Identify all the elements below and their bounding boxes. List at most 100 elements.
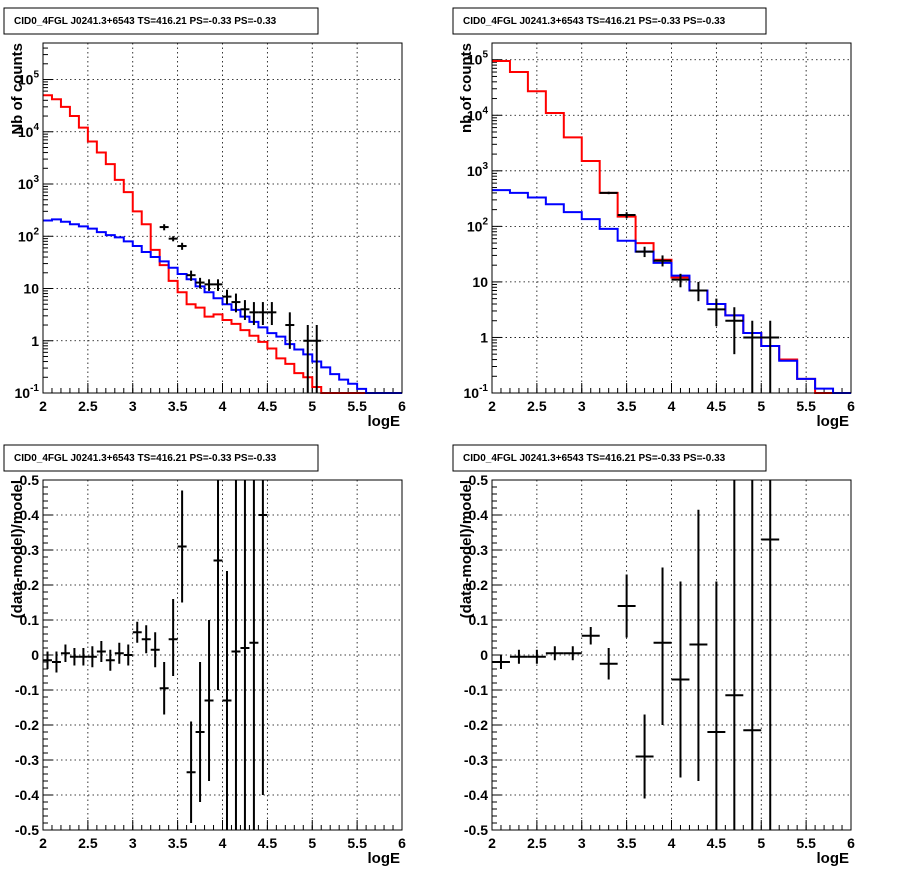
x-axis-label: logE: [368, 413, 401, 430]
data-point: [743, 320, 762, 393]
data-point: [87, 646, 97, 668]
y-tick-label: -0.4: [15, 787, 39, 803]
y-tick-label: 102: [18, 226, 40, 244]
y-tick-label: 10: [23, 281, 39, 297]
data-point: [51, 651, 61, 673]
y-axis-label: nb of counts: [458, 43, 475, 133]
y-tick-label: 0.2: [469, 577, 489, 593]
data-point: [177, 242, 187, 250]
data-point: [617, 574, 636, 638]
data-point: [707, 581, 726, 830]
data-point: [132, 621, 142, 643]
x-tick-label: 5: [308, 398, 316, 414]
x-tick-label: 5.5: [347, 398, 367, 414]
x-tick-label: 5: [757, 835, 765, 851]
x-tick-label: 6: [398, 835, 406, 851]
y-tick-label: -0.5: [15, 822, 39, 838]
data-point: [168, 599, 178, 676]
x-tick-label: 4.5: [258, 835, 278, 851]
x-tick-label: 2.5: [527, 398, 547, 414]
y-tick-label: 103: [18, 174, 40, 192]
x-tick-label: 3.5: [168, 835, 188, 851]
y-tick-label: 0.4: [469, 507, 489, 523]
model-component-series: [492, 189, 851, 394]
data-point: [177, 490, 187, 603]
data-point: [653, 255, 672, 267]
data-point: [599, 191, 618, 195]
plot-frame: [42, 42, 403, 394]
y-tick-label: -0.1: [464, 682, 488, 698]
x-tick-label: 2.5: [527, 835, 547, 851]
data-point: [231, 480, 241, 830]
x-tick-label: 3.5: [617, 398, 637, 414]
y-axis-label: (data-model)/model: [458, 480, 475, 618]
x-tick-label: 6: [847, 835, 855, 851]
x-tick-label: 4: [668, 835, 676, 851]
y-tick-label: 0.1: [20, 612, 40, 628]
data-point: [186, 721, 196, 823]
data-point: [689, 509, 708, 781]
title-box: [3, 7, 319, 35]
y-tick-label: -0.3: [464, 752, 488, 768]
y-tick-label: 0: [480, 647, 488, 663]
plot-frame: [491, 42, 852, 394]
data-point: [312, 325, 322, 393]
data-point: [150, 632, 160, 668]
x-tick-label: 5.5: [347, 835, 367, 851]
x-tick-label: 6: [398, 398, 406, 414]
y-tick-label: 10-1: [464, 383, 489, 401]
x-tick-label: 5: [308, 835, 316, 851]
data-point: [159, 224, 169, 231]
y-tick-label: 0.5: [20, 472, 40, 488]
data-point: [653, 567, 672, 725]
x-tick-label: 5.5: [796, 398, 816, 414]
data-point: [635, 714, 654, 799]
data-point: [240, 480, 250, 830]
y-tick-label: 0.1: [469, 612, 489, 628]
data-point: [635, 246, 654, 258]
x-tick-label: 4: [219, 398, 227, 414]
data-point: [78, 648, 88, 666]
x-tick-label: 4: [219, 835, 227, 851]
data-point: [213, 279, 223, 291]
x-tick-label: 4.5: [258, 398, 278, 414]
y-tick-label: 104: [467, 105, 489, 123]
data-point: [141, 625, 151, 654]
y-tick-label: -0.1: [15, 682, 39, 698]
data-point: [563, 646, 582, 661]
data-point: [105, 649, 115, 671]
x-tick-label: 3: [578, 398, 586, 414]
x-tick-label: 4.5: [707, 398, 727, 414]
data-point: [492, 655, 510, 669]
y-tick-label: 0.5: [469, 472, 489, 488]
x-tick-label: 4.5: [707, 835, 727, 851]
y-tick-label: 0.3: [469, 542, 489, 558]
data-point: [159, 662, 169, 715]
y-tick-label: 105: [467, 50, 489, 68]
plot-frame: [491, 479, 852, 831]
data-point: [581, 627, 600, 645]
y-tick-label: 1: [31, 333, 39, 349]
title-box: [452, 7, 767, 35]
y-tick-label: -0.2: [464, 717, 488, 733]
data-point: [599, 648, 618, 680]
x-tick-label: 2: [488, 398, 496, 414]
y-tick-label: -0.2: [15, 717, 39, 733]
data-point: [240, 300, 250, 320]
x-tick-label: 3.5: [168, 398, 188, 414]
y-tick-label: 0.2: [20, 577, 40, 593]
model-total-series: [43, 94, 402, 394]
data-point: [60, 644, 70, 662]
y-tick-label: 102: [467, 216, 489, 234]
data-point: [707, 298, 726, 327]
model-component-series: [43, 218, 402, 394]
y-tick-label: 10: [472, 274, 488, 290]
y-axis-label: (data-model)/model: [9, 480, 26, 618]
panel-2: CID0_4FGL J0241.3+6543 TS=416.21 PS=-0.3…: [452, 7, 855, 430]
data-point: [725, 480, 744, 830]
x-axis-label: logE: [817, 413, 850, 430]
y-tick-label: -0.5: [464, 822, 488, 838]
chart-title: CID0_4FGL J0241.3+6543 TS=416.21 PS=-0.3…: [14, 453, 277, 464]
